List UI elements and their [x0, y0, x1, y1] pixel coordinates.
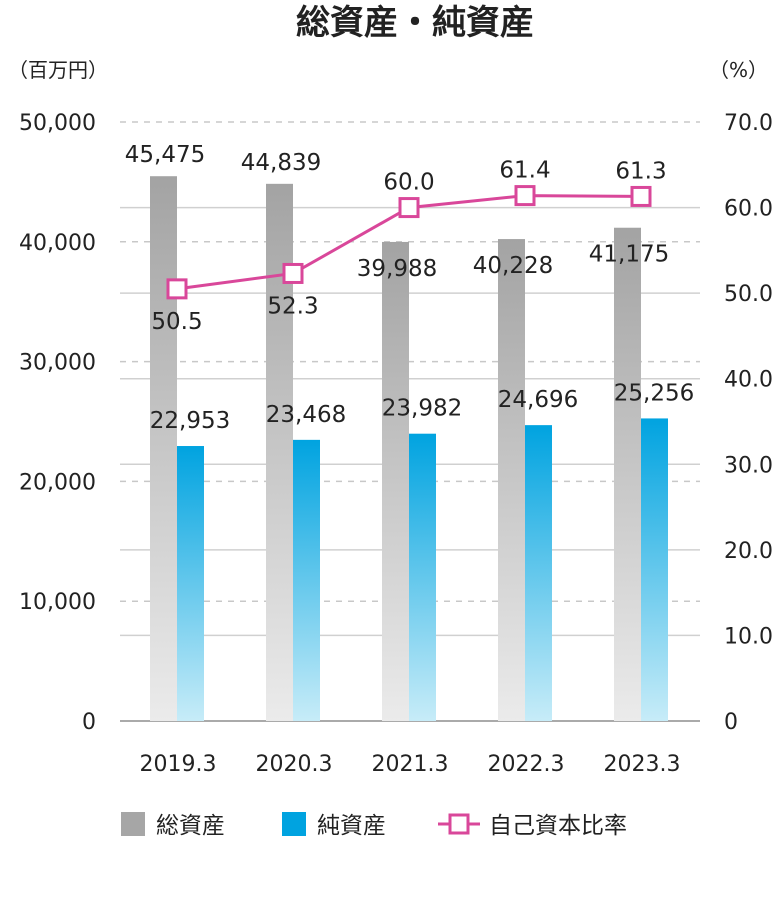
equity-ratio-label: 60.0 [383, 170, 434, 196]
right-tick-label: 50.0 [724, 282, 773, 307]
equity-ratio-marker [630, 185, 652, 207]
left-axis-unit: （百万円） [8, 58, 108, 82]
right-tick-label: 0 [724, 710, 738, 735]
right-tick-label: 40.0 [724, 368, 773, 393]
right-tick-label: 10.0 [724, 624, 773, 649]
left-tick-label: 0 [82, 710, 96, 735]
bar-series [150, 176, 668, 722]
left-tick-label: 40,000 [19, 231, 96, 256]
legend-swatch-net [282, 812, 306, 836]
total-assets-bar [382, 241, 409, 721]
x-axis-ticks: 2019.3 2020.3 2021.3 2022.3 2023.3 [140, 752, 681, 777]
legend-label-net: 純資産 [317, 813, 386, 839]
right-tick-label: 60.0 [724, 197, 773, 222]
total-assets-label: 44,839 [241, 150, 321, 176]
legend: 総資産 純資産 自己資本比率 [121, 812, 627, 839]
equity-ratio-label: 52.3 [267, 293, 318, 319]
equity-ratio-label: 50.5 [151, 309, 202, 335]
net-assets-label: 25,256 [614, 380, 694, 406]
total-assets-bar [614, 227, 641, 721]
x-tick-label: 2019.3 [140, 752, 217, 777]
net-assets-label: 24,696 [498, 387, 578, 413]
right-axis-unit: （%） [709, 58, 768, 82]
equity-ratio-marker [514, 185, 536, 207]
x-tick-label: 2023.3 [604, 752, 681, 777]
total-assets-bar [150, 176, 177, 722]
x-tick-label: 2020.3 [256, 752, 333, 777]
total-assets-bar [498, 239, 525, 722]
data-labels: 45,475 44,839 39,988 40,228 41,175 22,953 23,4… [125, 142, 694, 434]
left-tick-label: 20,000 [19, 470, 96, 495]
right-axis-ticks: 0 10.0 20.0 30.0 40.0 50.0 60.0 70.0 [724, 111, 773, 735]
right-tick-label: 70.0 [724, 111, 773, 136]
line-series [166, 185, 652, 300]
equity-ratio-label: 61.4 [499, 158, 550, 184]
total-assets-label: 40,228 [473, 253, 553, 279]
chart-title: 総資産・純資産 [296, 3, 534, 43]
legend-label-total: 総資産 [156, 813, 225, 839]
net-assets-bar [525, 425, 552, 721]
net-assets-label: 22,953 [150, 408, 230, 434]
equity-ratio-marker [282, 262, 304, 284]
total-assets-label: 45,475 [125, 142, 205, 168]
net-assets-bar [293, 439, 320, 721]
x-tick-label: 2021.3 [372, 752, 449, 777]
total-assets-label: 39,988 [357, 256, 437, 282]
net-assets-label: 23,982 [382, 396, 462, 422]
net-assets-bar [641, 418, 668, 721]
net-assets-bar [409, 433, 436, 721]
left-tick-label: 50,000 [19, 111, 96, 136]
equity-ratio-marker [166, 278, 188, 300]
left-tick-label: 30,000 [19, 351, 96, 376]
legend-swatch-total [121, 812, 145, 836]
right-tick-label: 30.0 [724, 453, 773, 478]
total-assets-label: 41,175 [589, 242, 669, 268]
equity-ratio-marker [398, 197, 420, 219]
left-tick-label: 10,000 [19, 590, 96, 615]
legend-marker-ratio [448, 813, 470, 835]
equity-ratio-label: 61.3 [615, 158, 666, 184]
net-assets-label: 23,468 [266, 402, 346, 428]
net-assets-bar [177, 446, 204, 721]
x-tick-label: 2022.3 [488, 752, 565, 777]
legend-label-ratio: 自己資本比率 [489, 813, 627, 839]
right-tick-label: 20.0 [724, 539, 773, 564]
left-axis-ticks: 0 10,000 20,000 30,000 40,000 50,000 [19, 111, 96, 735]
